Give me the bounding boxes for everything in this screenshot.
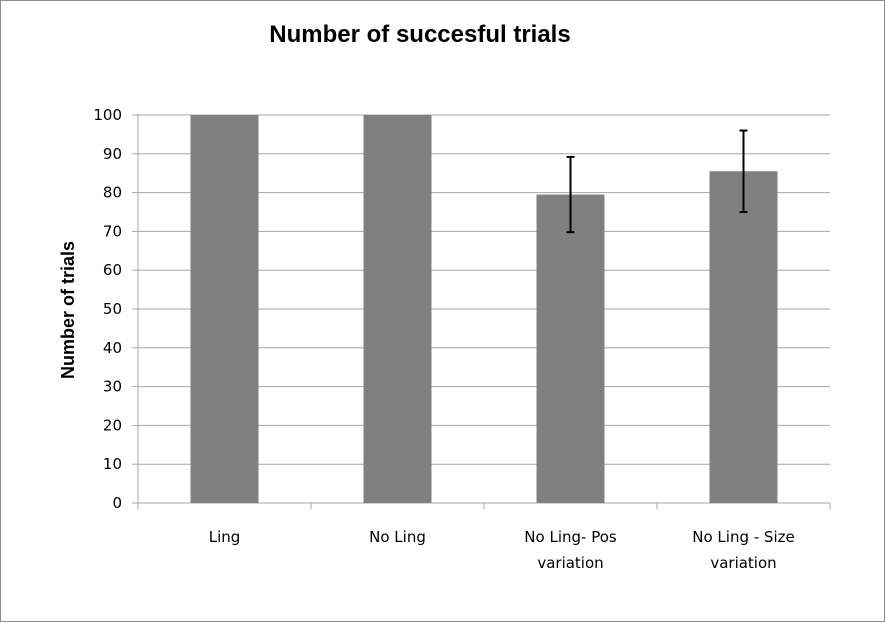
y-axis-label: Number of trials [58, 241, 78, 379]
bars [190, 115, 778, 504]
y-tick-label-10: 10 [103, 455, 122, 473]
chart-title: Number of succesful trials [269, 21, 570, 48]
y-tick-labels: 0 10 20 30 40 50 60 70 80 90 100 [93, 106, 122, 512]
x-category-label-2: No Ling- Pos variation [524, 528, 617, 572]
y-tick-label-40: 40 [103, 339, 122, 357]
y-tick-label-20: 20 [103, 416, 122, 434]
bar-0 [190, 115, 259, 503]
bar-1 [363, 115, 432, 503]
y-tick-label-70: 70 [103, 222, 122, 240]
y-tick-label-100: 100 [93, 106, 122, 124]
x-category-label-2-line-0: No Ling- Pos [524, 528, 617, 546]
x-category-label-2-line-1: variation [537, 554, 603, 572]
error-bar-2 [566, 155, 575, 234]
x-category-label-0-line-0: Ling [209, 528, 241, 546]
y-tick-label-60: 60 [103, 261, 122, 279]
y-tick-label-80: 80 [103, 184, 122, 202]
bar-3 [709, 171, 778, 503]
y-tick-label-90: 90 [103, 145, 122, 163]
x-category-label-3-line-1: variation [710, 554, 776, 572]
error-bars [566, 129, 748, 234]
x-category-label-0: Ling [209, 528, 241, 546]
y-tick-label-30: 30 [103, 378, 122, 396]
y-tick-label-0: 0 [112, 494, 122, 512]
x-category-label-1-line-0: No Ling [369, 528, 426, 546]
x-category-label-1: No Ling [369, 528, 426, 546]
x-category-label-3: No Ling - Size variation [692, 528, 794, 572]
bar-2 [536, 194, 605, 504]
x-category-label-3-line-0: No Ling - Size [692, 528, 794, 546]
error-bar-3 [739, 129, 748, 213]
y-tick-label-50: 50 [103, 300, 122, 318]
